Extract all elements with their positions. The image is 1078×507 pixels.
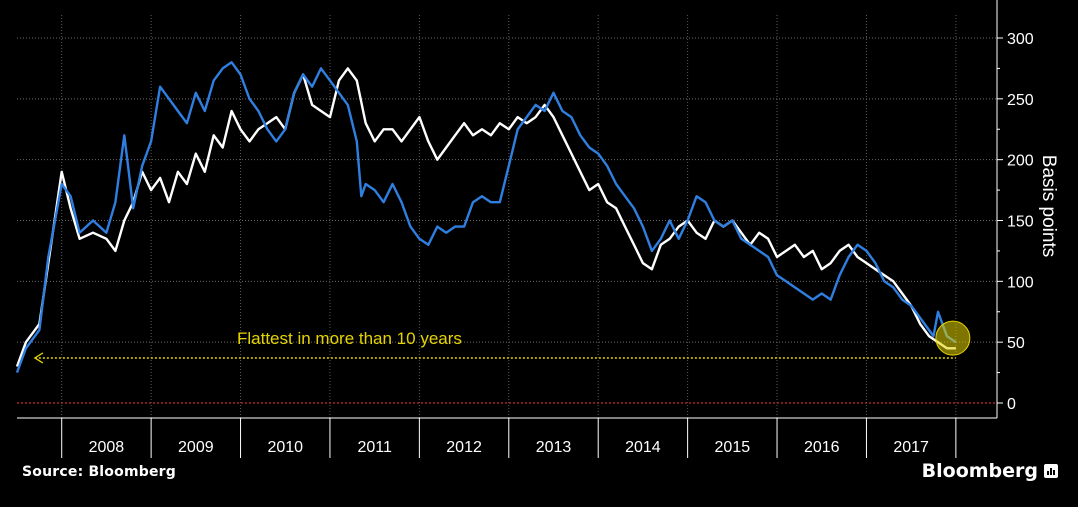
x-axis: 2008 2009 2010 2011 2012 2013 2014 2015 2016 2017 xyxy=(17,417,997,458)
x-tick-label: 2015 xyxy=(715,439,751,456)
annotation-layer: Flattest in more than 10 years xyxy=(33,320,971,364)
x-tick-label: 2017 xyxy=(893,439,929,456)
highlight-circle xyxy=(935,320,971,356)
y-tick-label: 50 xyxy=(1007,335,1025,352)
y-axis: 0 50 100 150 200 250 300 xyxy=(996,0,1034,418)
series-line-1 xyxy=(15,67,956,367)
annotation-text: Flattest in more than 10 years xyxy=(237,329,462,348)
y-tick-label: 300 xyxy=(1007,31,1034,48)
series-layer xyxy=(15,61,957,374)
source-note: Source: Bloomberg xyxy=(22,464,176,480)
bar-chart-icon xyxy=(1044,464,1058,478)
y-tick-label: 250 xyxy=(1007,92,1034,109)
y-tick-label: 0 xyxy=(1007,396,1016,413)
y-tick-label: 100 xyxy=(1007,274,1034,291)
y-axis-label: Basis points xyxy=(1038,155,1059,257)
x-tick-label: 2010 xyxy=(267,439,303,456)
x-tick-label: 2011 xyxy=(357,439,392,456)
x-tick-label: 2014 xyxy=(625,439,661,456)
x-tick-label: 2013 xyxy=(536,439,572,456)
y-tick-label: 150 xyxy=(1007,214,1034,231)
x-tick-label: 2012 xyxy=(446,439,482,456)
series-line-2 xyxy=(15,61,957,374)
gridlines xyxy=(17,15,997,418)
x-tick-label: 2008 xyxy=(89,439,125,456)
x-tick-label: 2016 xyxy=(804,439,840,456)
x-tick-label: 2009 xyxy=(178,439,214,456)
y-tick-label: 200 xyxy=(1007,153,1034,170)
brand-logo: Bloomberg xyxy=(921,460,1038,482)
arrowhead-icon xyxy=(33,352,44,364)
